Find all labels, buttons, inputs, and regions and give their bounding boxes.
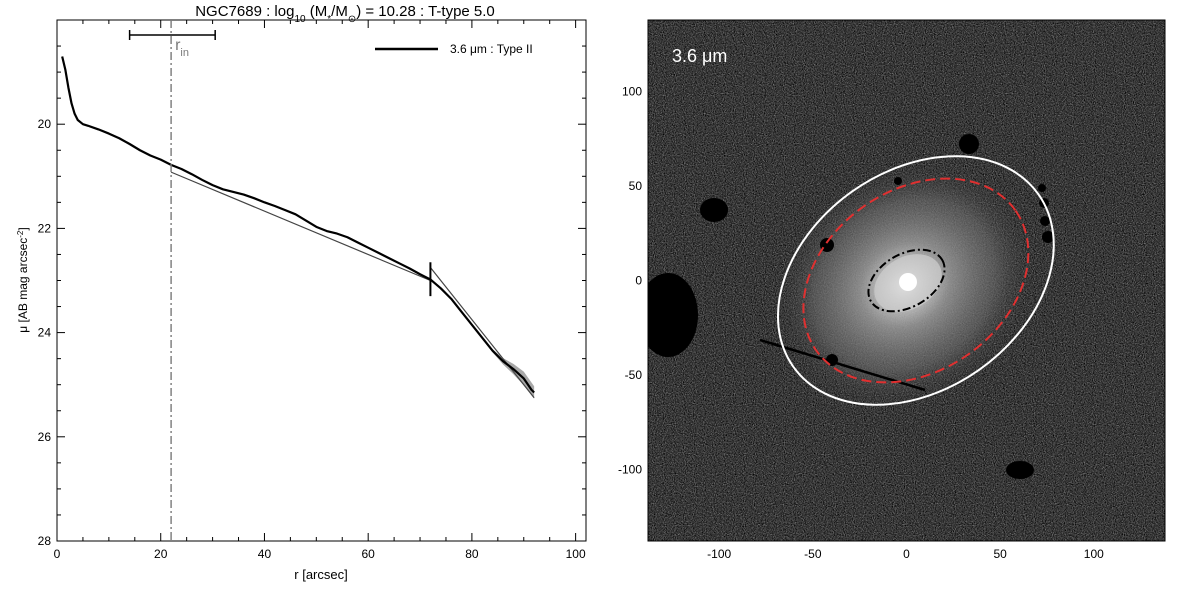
legend-label: 3.6 μm : Type II bbox=[450, 42, 533, 56]
mask-region bbox=[700, 198, 728, 222]
legend: 3.6 μm : Type II bbox=[375, 42, 533, 56]
y-tick-label: 20 bbox=[38, 117, 52, 131]
plot-frame bbox=[56, 19, 587, 542]
mask-region bbox=[959, 134, 979, 154]
x-tick-label: 80 bbox=[465, 547, 479, 561]
fit-line-inner bbox=[170, 171, 431, 282]
image-x-tick-label: -50 bbox=[804, 547, 822, 561]
title-sun-subscript: ⊙ bbox=[348, 14, 356, 25]
image-x-tick-label: -100 bbox=[707, 547, 731, 561]
ellipse-bar-black bbox=[867, 248, 946, 313]
isophote-ellipses bbox=[776, 155, 1055, 406]
mask-region bbox=[1038, 184, 1046, 192]
y-axis-label-superscript: -2 bbox=[16, 230, 25, 238]
image-y-tick-label: -100 bbox=[618, 462, 642, 476]
r-in-label: rin bbox=[175, 37, 189, 59]
mask-region bbox=[894, 177, 902, 185]
fit-line-outer bbox=[429, 267, 535, 399]
ellipse-break-red bbox=[802, 177, 1030, 384]
galaxy-core bbox=[899, 273, 917, 291]
x-axis-label: r [arcsec] bbox=[294, 567, 347, 582]
band-label: 3.6 μm bbox=[672, 46, 727, 66]
image-x-tick-label: 0 bbox=[903, 547, 910, 561]
y-tick-label: 28 bbox=[38, 534, 52, 548]
image-y-tick-label: -50 bbox=[625, 368, 643, 382]
y-axis-label: μ [AB mag arcsec-2] bbox=[16, 227, 31, 332]
title-log-subscript: 10 bbox=[294, 14, 306, 25]
image-y-tick-label: 0 bbox=[635, 274, 642, 288]
y-tick-label: 24 bbox=[38, 326, 52, 340]
title-star-subscript: * bbox=[327, 14, 331, 25]
image-axis-tick-labels: -100 -50 0 50 100 -100 -50 0 50 100 bbox=[618, 85, 1104, 561]
image-frame bbox=[647, 19, 1166, 542]
y-tick-label: 22 bbox=[38, 221, 52, 235]
axis-ticks bbox=[56, 19, 586, 542]
x-tick-label: 60 bbox=[361, 547, 375, 561]
r-in-subscript: in bbox=[180, 47, 189, 59]
mask-region bbox=[1006, 461, 1034, 479]
image-y-tick-label: 100 bbox=[622, 85, 642, 99]
ellipse-outer-white bbox=[776, 155, 1055, 406]
x-tick-label: 40 bbox=[258, 547, 272, 561]
galaxy-image: 3.6 μm -100 -50 0 50 100 -100 -50 0 50 100 bbox=[618, 19, 1166, 561]
mask-region bbox=[1042, 231, 1054, 243]
x-tick-label: 100 bbox=[566, 547, 586, 561]
profile-plot: NGC7689 : log10 (M*/M⊙) = 10.28 : T-type… bbox=[16, 3, 587, 582]
image-x-tick-label: 100 bbox=[1084, 547, 1104, 561]
image-y-tick-label: 50 bbox=[629, 179, 643, 193]
x-tick-label: 20 bbox=[154, 547, 168, 561]
x-tick-label: 0 bbox=[54, 547, 61, 561]
mask-region bbox=[1040, 216, 1050, 226]
y-tick-label: 26 bbox=[38, 430, 52, 444]
r-in-indicator: rin bbox=[128, 30, 216, 59]
mask-region bbox=[648, 273, 698, 357]
image-x-tick-label: 50 bbox=[993, 547, 1007, 561]
profile-series-line bbox=[61, 56, 535, 394]
chart-title: NGC7689 : log10 (M*/M⊙) = 10.28 : T-type… bbox=[195, 3, 495, 25]
axis-tick-labels: 0 20 40 60 80 100 20 22 24 26 28 bbox=[38, 117, 586, 561]
